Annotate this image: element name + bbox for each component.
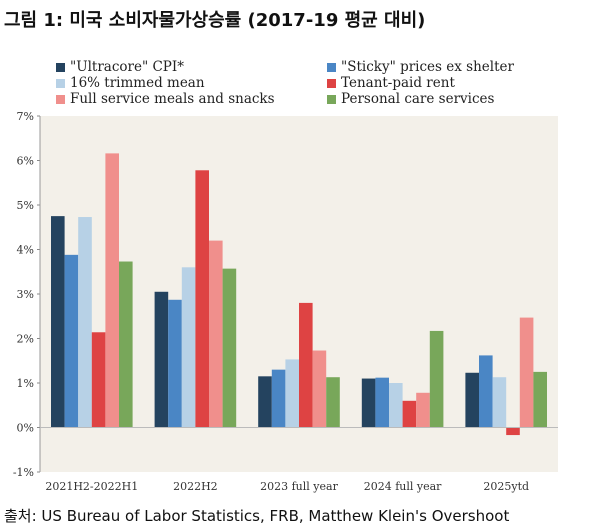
bar-2-5 xyxy=(326,377,340,428)
x-tick-label-2: 2023 full year xyxy=(260,480,338,493)
y-tick-label-4: 3% xyxy=(17,288,34,301)
y-tick-label-6: 5% xyxy=(17,199,34,212)
legend-swatch-0 xyxy=(56,63,65,72)
bar-3-3 xyxy=(402,400,417,428)
bar-3-5 xyxy=(429,330,444,428)
legend-swatch-3 xyxy=(327,79,336,88)
y-tick-label-3: 2% xyxy=(17,333,34,346)
bar-2-4 xyxy=(312,350,327,428)
source-note: 출처: US Bureau of Labor Statistics, FRB, … xyxy=(4,507,510,525)
x-tick-label-4: 2025ytd xyxy=(483,480,529,493)
bar-4-5 xyxy=(533,371,547,428)
y-tick-label-7: 6% xyxy=(17,155,34,168)
y-axis: -1% 0% 1% 2% 3% 4% 5% 6% 7% xyxy=(13,110,41,479)
bars xyxy=(51,153,547,436)
legend-swatch-2 xyxy=(56,79,65,88)
bar-3-4 xyxy=(416,392,430,428)
legend-swatch-1 xyxy=(327,63,336,72)
y-tick-label-5: 4% xyxy=(17,244,34,257)
bar-4-4 xyxy=(519,317,534,428)
figure-title: 그림 1: 미국 소비자물가상승률 (2017-19 평균 대비) xyxy=(4,10,426,31)
bar-1-5 xyxy=(222,268,237,428)
bar-0-5 xyxy=(119,261,133,428)
bar-1-0 xyxy=(154,291,169,428)
legend-label-4: Full service meals and snacks xyxy=(70,91,275,107)
y-tick-label-2: 1% xyxy=(17,377,34,390)
bar-0-0 xyxy=(51,216,65,428)
legend-label-5: Personal care services xyxy=(341,91,495,107)
bar-2-2 xyxy=(285,359,299,428)
bar-2-3 xyxy=(299,302,313,428)
bar-0-3 xyxy=(91,332,106,428)
bar-3-0 xyxy=(361,378,376,428)
legend-label-0: "Ultracore" CPI* xyxy=(70,59,184,75)
bar-4-1 xyxy=(479,355,493,428)
bar-1-1 xyxy=(168,299,182,428)
bar-2-0 xyxy=(258,376,272,428)
x-tick-label-0: 2021H2-2022H1 xyxy=(45,480,138,493)
bar-3-1 xyxy=(375,377,389,428)
bar-2-1 xyxy=(271,369,286,428)
y-tick-label-0: -1% xyxy=(13,466,34,479)
bar-3-2 xyxy=(389,383,403,428)
legend-label-1: "Sticky" prices ex shelter xyxy=(341,59,514,75)
bar-1-3 xyxy=(195,170,209,428)
bar-4-0 xyxy=(465,372,479,428)
bar-0-4 xyxy=(105,153,119,428)
legend-label-3: Tenant-paid rent xyxy=(341,75,455,91)
legend-label-2: 16% trimmed mean xyxy=(70,75,205,91)
x-axis: 2021H2-2022H1 2022H2 2023 full year 2024 fu… xyxy=(40,427,558,493)
y-tick-label-8: 7% xyxy=(17,110,34,123)
legend-swatch-4 xyxy=(56,95,65,104)
legend: "Ultracore" CPI* "Sticky" prices ex shelt… xyxy=(56,59,514,107)
bar-chart: "Ultracore" CPI* "Sticky" prices ex shelt… xyxy=(0,52,612,500)
x-tick-label-3: 2024 full year xyxy=(364,480,442,493)
bar-4-2 xyxy=(492,377,507,428)
bar-4-3 xyxy=(506,427,520,436)
bar-0-2 xyxy=(78,217,92,428)
bar-0-1 xyxy=(64,254,79,428)
bar-1-2 xyxy=(181,267,196,428)
bar-1-4 xyxy=(209,240,223,428)
x-tick-label-1: 2022H2 xyxy=(173,480,218,493)
legend-swatch-5 xyxy=(327,95,336,104)
y-tick-label-1: 0% xyxy=(17,422,34,435)
